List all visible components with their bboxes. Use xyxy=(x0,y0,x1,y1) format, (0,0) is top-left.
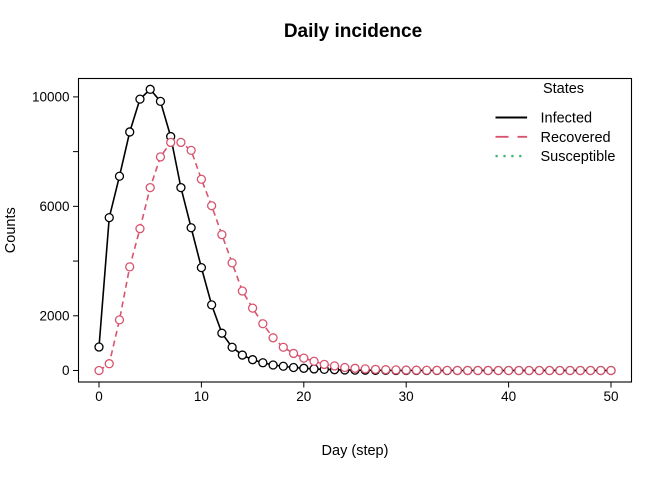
svg-text:Daily incidence: Daily incidence xyxy=(284,21,422,42)
svg-text:Recovered: Recovered xyxy=(541,130,611,146)
svg-text:30: 30 xyxy=(399,389,414,404)
svg-text:10000: 10000 xyxy=(32,89,70,104)
svg-text:20: 20 xyxy=(296,389,311,404)
svg-text:0: 0 xyxy=(95,389,103,404)
svg-text:50: 50 xyxy=(603,389,618,404)
svg-text:Counts: Counts xyxy=(3,207,19,253)
svg-text:States: States xyxy=(543,81,584,97)
svg-text:2000: 2000 xyxy=(39,308,69,323)
svg-text:Infected: Infected xyxy=(541,111,593,127)
svg-text:Susceptible: Susceptible xyxy=(541,149,616,165)
svg-text:40: 40 xyxy=(501,389,516,404)
svg-text:6000: 6000 xyxy=(39,199,69,214)
svg-text:Day (step): Day (step) xyxy=(322,443,389,459)
svg-text:10: 10 xyxy=(194,389,209,404)
svg-text:0: 0 xyxy=(62,363,70,378)
